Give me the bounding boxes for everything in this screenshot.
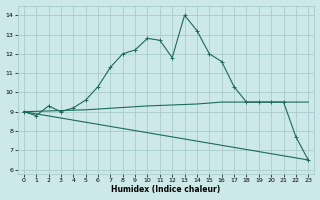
X-axis label: Humidex (Indice chaleur): Humidex (Indice chaleur) xyxy=(111,185,221,194)
